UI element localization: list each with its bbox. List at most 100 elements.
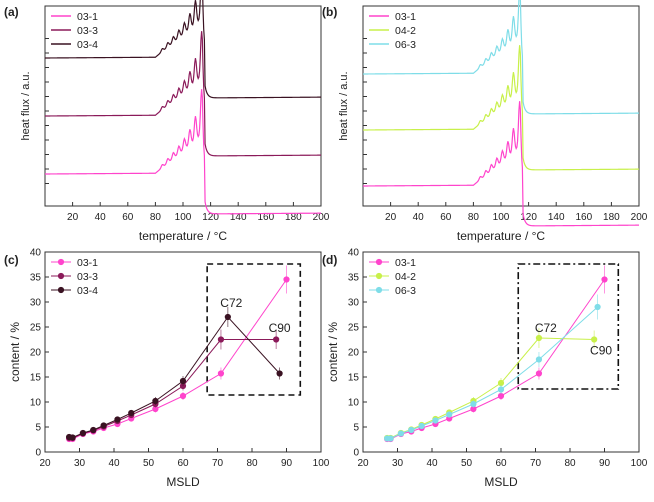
data-point-03-1 [535,370,543,377]
x-tick-label: 80 [246,458,258,469]
legend-marker [375,258,383,266]
x-tick-label: 40 [426,458,438,469]
data-point-03-4 [224,313,231,321]
y-tick-label: 5 [35,423,41,434]
x-tick-label: 180 [285,212,302,223]
x-tick-label: 100 [631,458,648,469]
x-tick-label: 120 [202,212,219,223]
data-point-03-4 [276,370,283,377]
y-tick-label: 40 [30,248,42,259]
y-tick-label: 20 [30,348,42,359]
data-point-03-4 [128,409,135,417]
series-line-04-2 [387,337,595,439]
series-line-06-3 [387,306,598,439]
panel-label: (c) [4,253,19,267]
panel-b: 20 40 60 80 100 120 140 160 180 200 03-1 04-2 06-3 te… [322,0,648,243]
data-point-06-3 [535,356,543,363]
x-tick-label: 40 [108,458,120,469]
data-point-03-1 [601,276,608,283]
y-tick-label: 25 [348,323,360,334]
x-tick-label: 60 [495,458,507,469]
data-point-03-4 [114,416,121,423]
x-tick-label: 80 [150,212,162,223]
data-point-03-1 [152,405,159,413]
panel-a: 20 40 60 80 100 120 140 160 180 200 03-1 03-3 03-4 te… [4,0,330,243]
data-point-03-4 [179,377,187,385]
data-point-06-3 [397,430,405,437]
data-point-04-2 [535,334,543,342]
data-point-06-3 [594,303,601,311]
y-tick-label: 15 [348,373,360,384]
x-tick-label: 100 [313,458,330,469]
x-tick-label: 100 [493,212,510,223]
legend-label: 03-3 [77,25,98,37]
x-tick-label: 200 [313,212,330,223]
x-axis-label: MSLD [484,475,518,489]
legend-label: 03-4 [77,285,98,297]
legend-marker [57,286,65,294]
series-line-03-1 [69,279,287,440]
legend-label: 03-1 [395,257,416,269]
x-axis-label: temperature / °C [139,229,228,243]
x-tick-label: 160 [575,212,592,223]
x-tick-label: 160 [257,212,274,223]
y-tick-label: 30 [30,298,42,309]
annotation-c72: C72 [220,296,242,310]
panel-label: (d) [322,253,337,267]
legend-marker [375,272,383,280]
data-point-03-3 [217,336,225,343]
y-tick-label: 0 [35,448,41,459]
x-tick-label: 140 [548,212,565,223]
data-point-03-1 [497,392,505,400]
annotation-c90: C90 [269,321,291,335]
x-tick-label: 50 [143,458,155,469]
legend-label: 04-2 [395,271,416,283]
panel-c: 20 30 40 50 60 70 80 90 100 0 5 10 15 20 25 30 35 40 03-1 0… [4,248,330,490]
legend-label: 06-3 [395,285,416,297]
x-axis-label: MSLD [166,475,200,489]
legend-marker [375,286,383,294]
legend-label: 03-4 [77,39,98,51]
legend-marker [57,258,65,266]
y-axis-label: content / % [326,322,340,382]
y-tick-label: 35 [30,273,42,284]
legend-label: 03-3 [77,271,98,283]
data-point-03-4 [90,426,97,434]
annotation-c72: C72 [535,321,557,335]
panel-label: (b) [322,5,337,19]
y-tick-label: 30 [348,298,360,309]
series-line-03-4 [45,0,321,99]
data-point-03-1 [179,392,187,400]
x-tick-label: 120 [520,212,537,223]
y-tick-label: 10 [348,398,360,409]
x-tick-label: 90 [281,458,293,469]
legend-label: 03-1 [77,257,98,269]
x-tick-label: 200 [631,212,648,223]
x-tick-label: 40 [95,212,107,223]
legend-label: 03-1 [395,11,416,23]
series-line-06-3 [363,0,639,115]
data-point-03-1 [217,370,225,377]
data-point-06-3 [408,426,415,434]
series-line-04-2 [363,45,639,171]
x-tick-label: 140 [230,212,247,223]
legend-label: 03-1 [77,11,98,23]
y-axis-label: content / % [8,322,22,382]
y-axis-label: heat flux / a.u. [20,71,32,140]
x-tick-label: 60 [177,458,189,469]
annotation-c90: C90 [590,344,612,358]
data-point-03-1 [470,405,477,413]
data-point-04-2 [591,336,598,343]
data-point-03-4 [100,422,107,429]
x-tick-label: 80 [468,212,480,223]
series-line-03-1 [363,101,639,227]
data-point-06-3 [418,422,425,430]
data-point-06-3 [470,400,477,408]
y-tick-label: 25 [30,323,42,334]
data-point-06-3 [497,386,505,393]
data-point-06-3 [432,417,439,424]
panel-label: (a) [4,5,19,19]
y-tick-label: 0 [353,448,359,459]
x-tick-label: 20 [39,458,51,469]
